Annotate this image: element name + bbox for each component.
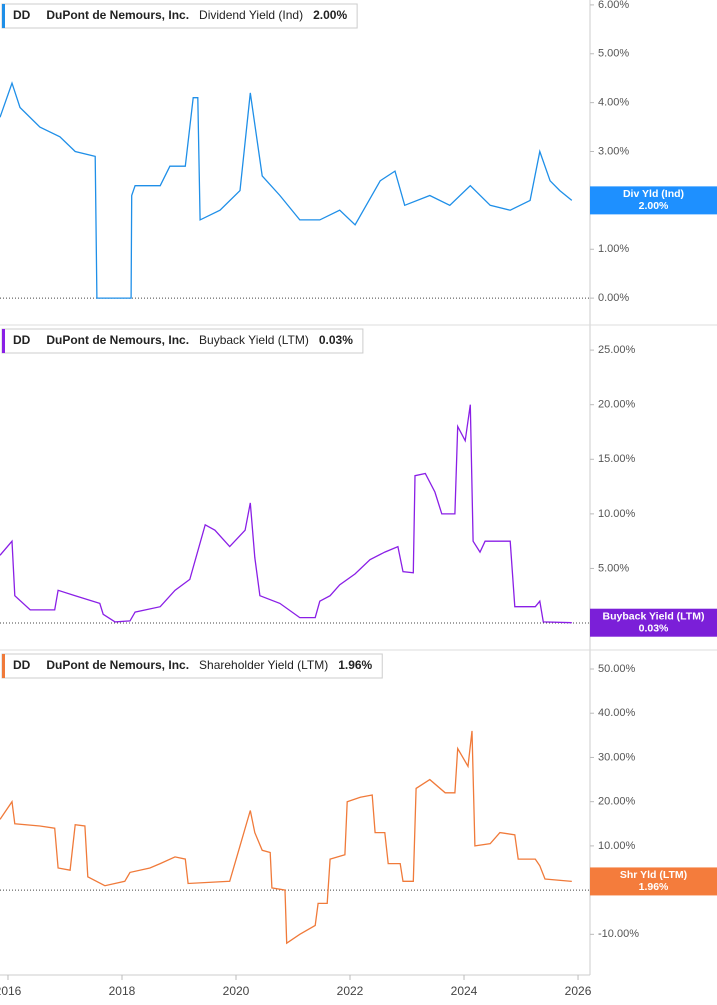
y-tick-label: 15.00% — [598, 453, 636, 465]
legend-value: 2.00% — [313, 8, 347, 22]
legend: DD DuPont de Nemours, Inc. Dividend Yield … — [1, 3, 358, 29]
x-tick-label: 2018 — [109, 984, 136, 998]
legend-value: 1.96% — [338, 658, 372, 672]
y-tick-label: 50.00% — [598, 663, 636, 675]
badge-label: Buyback Yield (LTM) — [603, 610, 705, 622]
y-tick-label: 40.00% — [598, 707, 636, 719]
y-tick-label: 10.00% — [598, 840, 636, 852]
y-tick-label: 0.00% — [598, 292, 629, 304]
company-name: DuPont de Nemours, Inc. — [46, 658, 189, 672]
x-tick-label: 2026 — [565, 984, 592, 998]
legend-label: Shareholder Yield (LTM) — [199, 658, 328, 672]
x-tick-label: 2022 — [337, 984, 364, 998]
y-tick-label: 1.00% — [598, 243, 629, 255]
legend-label: Buyback Yield (LTM) — [199, 333, 309, 347]
legend-box — [1, 328, 364, 354]
data-line — [0, 81, 573, 299]
legend: DD DuPont de Nemours, Inc. Shareholder Yie… — [1, 653, 383, 679]
legend-swatch — [2, 654, 5, 678]
legend-box — [1, 653, 383, 679]
y-tick-label: 10.00% — [598, 508, 636, 520]
badge-value: 2.00% — [639, 200, 669, 212]
legend-value: 0.03% — [319, 333, 353, 347]
y-tick-label: 20.00% — [598, 399, 636, 411]
badge-value: 1.96% — [639, 881, 669, 893]
y-tick-label: -10.00% — [598, 928, 639, 940]
y-tick-label: 30.00% — [598, 751, 636, 763]
legend: DD DuPont de Nemours, Inc. Buyback Yield (… — [1, 328, 364, 354]
last-value-badge — [590, 867, 717, 896]
ticker: DD — [13, 333, 31, 347]
y-tick-label: 20.00% — [598, 796, 636, 808]
legend-label: Dividend Yield (Ind) — [199, 8, 303, 22]
data-line — [0, 730, 572, 945]
ticker: DD — [13, 8, 31, 22]
last-value-badge — [590, 186, 717, 215]
y-tick-label: 3.00% — [598, 145, 629, 157]
y-tick-label: 4.00% — [598, 97, 629, 109]
badge-label: Shr Yld (LTM) — [620, 869, 687, 881]
y-tick-label: 5.00% — [598, 562, 629, 574]
last-value-badge — [590, 608, 717, 637]
y-tick-label: 6.00% — [598, 0, 629, 11]
badge-value: 0.03% — [639, 622, 669, 634]
x-tick-label: 2024 — [451, 984, 478, 998]
badge-label: Div Yld (Ind) — [623, 188, 684, 200]
x-tick-label: 2016 — [0, 984, 22, 998]
legend-swatch — [2, 4, 5, 28]
legend-box — [1, 3, 358, 29]
company-name: DuPont de Nemours, Inc. — [46, 8, 189, 22]
x-tick-label: 2020 — [223, 984, 250, 998]
y-tick-label: 5.00% — [598, 48, 629, 60]
y-tick-label: 25.00% — [598, 344, 636, 356]
legend-swatch — [2, 329, 5, 353]
company-name: DuPont de Nemours, Inc. — [46, 333, 189, 347]
ticker: DD — [13, 658, 31, 672]
data-line — [0, 404, 572, 624]
